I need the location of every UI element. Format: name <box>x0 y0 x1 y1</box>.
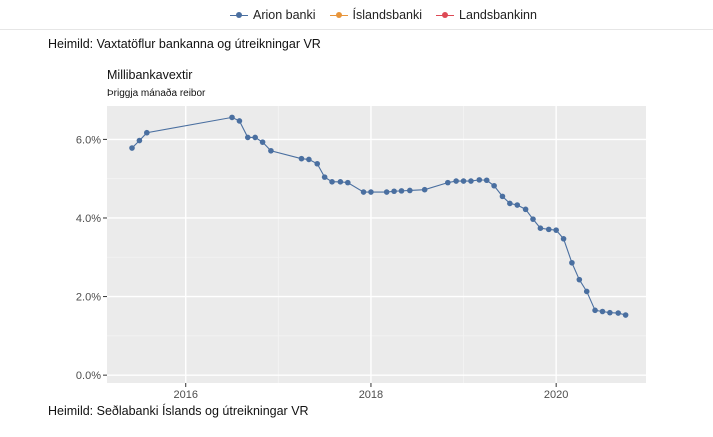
legend-item-landsbankinn: Landsbankinn <box>436 8 537 22</box>
chart-subtitle: Þriggja mánaða reibor <box>107 87 206 99</box>
data-point <box>259 139 266 145</box>
data-point <box>407 187 413 194</box>
data-point <box>337 179 344 185</box>
data-point <box>445 179 451 186</box>
data-point <box>129 145 135 151</box>
data-point <box>514 202 521 208</box>
data-point <box>545 226 552 233</box>
source-note-top: Heimild: Vaxtatöflur bankanna og útreikn… <box>48 37 321 51</box>
data-point <box>344 179 351 186</box>
divider <box>0 29 713 30</box>
x-tick-label: 2020 <box>544 389 568 401</box>
data-point <box>522 206 529 213</box>
chart-title: Millibankavextir <box>107 68 192 82</box>
data-point <box>491 182 497 189</box>
data-point <box>236 118 243 124</box>
grid-major <box>107 106 646 383</box>
legend-label-landsbankinn: Landsbankinn <box>459 8 537 22</box>
data-point <box>136 137 143 144</box>
data-point <box>507 200 513 207</box>
data-point <box>592 307 598 314</box>
x-tick-label: 2016 <box>173 389 197 401</box>
legend-label-arion: Arion banki <box>253 8 316 22</box>
x-tick-label: 2018 <box>359 389 383 401</box>
data-point <box>583 288 590 295</box>
data-point <box>468 178 474 184</box>
data-point <box>560 236 567 242</box>
legend-item-islandsbanki: Íslandsbanki <box>329 8 423 22</box>
legend-key-landsbankinn <box>436 9 455 21</box>
data-point <box>383 189 390 195</box>
data-point <box>553 227 559 233</box>
data-point <box>576 276 583 283</box>
data-point <box>252 134 258 141</box>
data-point <box>244 134 251 141</box>
y-axis: 0.0% 2.0% 4.0% 6.0% <box>76 134 107 382</box>
legend-key-arion <box>230 9 248 21</box>
data-point <box>615 310 622 316</box>
data-point <box>530 216 536 222</box>
data-point <box>499 193 506 200</box>
data-point <box>229 114 235 121</box>
data-point <box>599 308 606 315</box>
legend-label-islandsbanki: Íslandsbanki <box>352 8 423 22</box>
data-point <box>460 178 467 184</box>
data-point <box>622 312 629 318</box>
y-tick-label: 6.0% <box>76 134 101 146</box>
y-tick-label: 2.0% <box>76 292 101 304</box>
data-point <box>144 129 150 136</box>
data-point <box>268 147 274 154</box>
data-point <box>321 174 328 180</box>
data-point <box>360 189 367 195</box>
data-point <box>306 156 312 163</box>
y-tick-label: 4.0% <box>76 213 101 225</box>
data-point <box>391 188 397 195</box>
x-axis: 2016 2018 2020 <box>173 383 568 401</box>
y-tick-label: 0.0% <box>76 370 101 382</box>
legend-item-arion: Arion banki <box>230 8 316 22</box>
data-point <box>569 259 575 266</box>
data-point <box>607 309 613 316</box>
legend-key-islandsbanki <box>329 9 348 21</box>
data-point <box>398 188 405 194</box>
source-note-bottom: Heimild: Seðlabanki Íslands og útreiknin… <box>48 404 309 418</box>
data-point <box>453 178 459 184</box>
data-point <box>314 160 321 167</box>
data-point <box>368 189 374 195</box>
data-point <box>483 177 490 184</box>
data-point <box>537 225 544 231</box>
legend: Arion banki Íslandsbanki Landsbankinn <box>230 4 537 26</box>
data-point <box>476 177 483 183</box>
data-point <box>298 155 305 162</box>
data-point <box>329 179 335 185</box>
series-layer <box>129 114 629 318</box>
data-point <box>421 186 428 193</box>
